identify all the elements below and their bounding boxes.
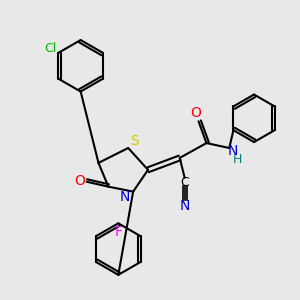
Text: Cl: Cl: [44, 42, 56, 56]
Text: O: O: [74, 174, 85, 188]
Text: C: C: [180, 176, 189, 189]
Text: O: O: [190, 106, 201, 120]
Text: F: F: [114, 225, 122, 239]
Text: H: H: [232, 153, 242, 167]
Text: N: N: [120, 190, 130, 204]
Text: N: N: [179, 200, 190, 214]
Text: N: N: [228, 144, 238, 158]
Text: S: S: [130, 134, 139, 148]
